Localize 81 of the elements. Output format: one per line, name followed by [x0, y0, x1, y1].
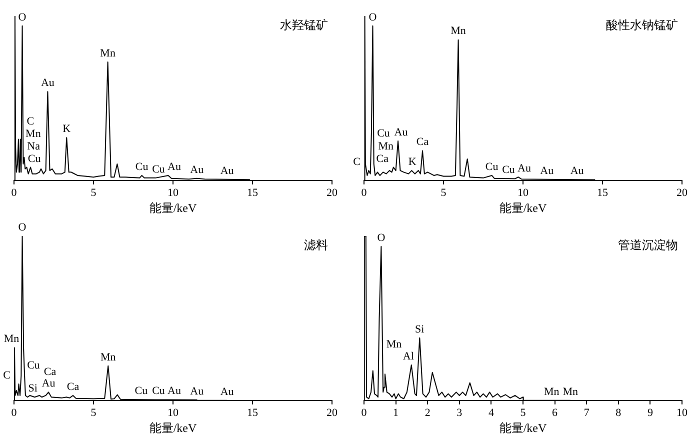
x-tick-label: 5: [440, 186, 447, 199]
annotation: Au: [394, 126, 408, 138]
x-axis-title: 能量/keV: [149, 200, 197, 215]
x-tick-label: 15: [247, 406, 258, 419]
x-axis-title: 能量/keV: [499, 200, 547, 215]
annotation: Cu: [152, 163, 166, 176]
annotation: Cu: [27, 359, 40, 372]
x-tick-label: 9: [647, 406, 654, 419]
annotation: Au: [518, 162, 532, 175]
annotation: Cu: [134, 384, 148, 397]
annotation: K: [408, 156, 416, 168]
x-tick-label: 7: [584, 406, 590, 419]
annotation: Au: [540, 164, 554, 177]
annotation: O: [18, 11, 26, 24]
chart-title: 管道沉淀物: [618, 238, 678, 252]
x-tick-label: 3: [456, 406, 463, 419]
x-tick-label: 0: [361, 406, 368, 419]
annotation: O: [377, 232, 386, 244]
chart-title: 酸性水钠锰矿: [606, 18, 678, 32]
annotation: Mn: [100, 47, 116, 60]
x-tick-label: 5: [90, 406, 97, 419]
x-tick-label: 20: [676, 186, 688, 199]
chart-title: 滤料: [304, 238, 328, 252]
x-tick-label: 10: [168, 186, 179, 199]
x-tick-label: 0: [361, 186, 368, 199]
annotation: Cu: [152, 385, 166, 398]
x-tick-label: 20: [326, 406, 338, 419]
x-tick-label: 6: [552, 406, 558, 419]
annotation: Si: [415, 323, 424, 336]
annotation: Mn: [378, 140, 394, 152]
annotation: Mn: [100, 351, 116, 364]
x-axis-title: 能量/keV: [499, 420, 547, 435]
x-tick-label: 15: [247, 186, 258, 199]
annotation: Cu: [28, 153, 42, 166]
annotation: Al: [402, 350, 414, 362]
annotation: Au: [190, 164, 204, 176]
annotation: Au: [220, 164, 234, 177]
annotation: O: [18, 221, 26, 234]
x-tick-label: 5: [520, 406, 526, 419]
annotation: Ca: [416, 136, 429, 148]
annotation: Au: [570, 164, 584, 177]
x-tick-label: 0: [11, 186, 18, 199]
annotation: Au: [168, 160, 182, 173]
annotation: Au: [190, 385, 204, 398]
x-tick-label: 20: [326, 186, 338, 199]
annotation: Ca: [66, 380, 80, 393]
annotation: Mn: [26, 128, 42, 140]
annotation: Si: [28, 382, 38, 395]
annotation: Ca: [44, 366, 56, 378]
annotation: Au: [40, 77, 55, 90]
x-tick-label: 2: [424, 406, 430, 419]
x-tick-label: 15: [597, 186, 608, 199]
annotation: Mn: [386, 338, 402, 350]
annotation: C: [353, 156, 360, 168]
annotation: Cu: [135, 160, 149, 173]
x-tick-label: 4: [488, 406, 494, 419]
annotation: Mn: [562, 386, 579, 398]
x-axis-title: 能量/keV: [149, 420, 197, 435]
annotation: Au: [42, 378, 56, 390]
x-tick-label: 0: [11, 406, 18, 419]
annotation: Mn: [4, 333, 20, 346]
annotation: Na: [27, 140, 40, 153]
x-tick-label: 10: [518, 186, 529, 199]
annotation: Ca: [376, 153, 389, 166]
x-tick-label: 1: [393, 406, 399, 419]
annotation: C: [3, 369, 10, 382]
x-tick-label: 10: [168, 406, 179, 419]
annotation: Mn: [544, 386, 560, 398]
annotation: Au: [220, 386, 234, 398]
annotation: C: [26, 116, 34, 128]
annotation: O: [368, 11, 377, 24]
annotation: Cu: [377, 128, 390, 140]
annotation: Au: [168, 385, 182, 398]
annotation: Mn: [450, 25, 466, 38]
annotation: K: [62, 123, 71, 136]
x-tick-label: 10: [676, 406, 688, 419]
annotation: Cu: [502, 164, 516, 176]
x-tick-label: 5: [90, 186, 97, 199]
chart-title: 水羟锰矿: [280, 18, 328, 32]
annotation: Cu: [485, 160, 499, 173]
x-tick-label: 8: [616, 406, 622, 419]
